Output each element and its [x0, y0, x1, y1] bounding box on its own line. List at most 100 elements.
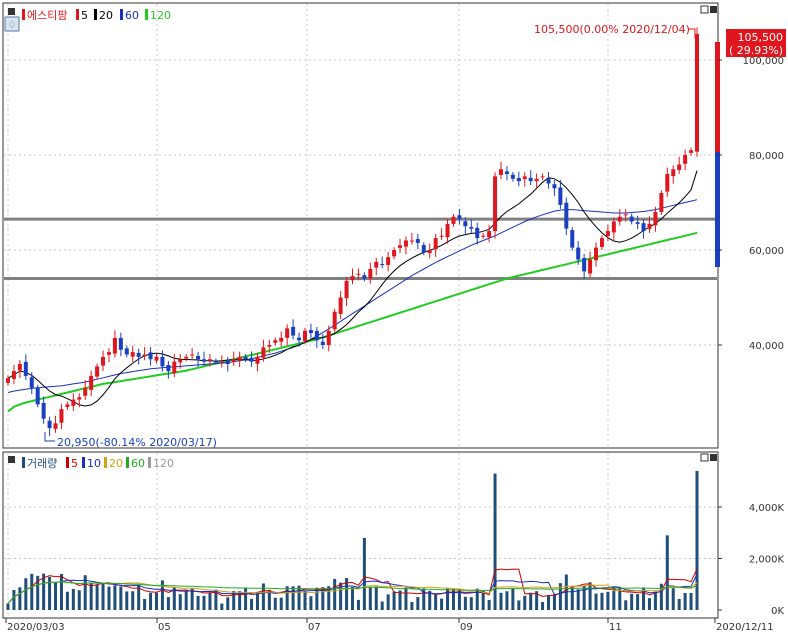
volume-bar: [279, 597, 283, 610]
volume-bar: [612, 587, 616, 610]
candle-body: [451, 216, 456, 224]
volume-bar: [386, 594, 390, 610]
candle-body: [166, 364, 171, 372]
volume-bar: [558, 583, 562, 610]
candle-body: [546, 178, 551, 184]
volume-bar: [255, 592, 259, 610]
candle-body: [463, 221, 468, 227]
price-tick-label: 60,000: [749, 246, 784, 257]
volume-bar: [689, 592, 693, 610]
volume-bar: [618, 587, 622, 610]
current-price-badge: 105,500: [738, 31, 784, 44]
ma120-line: [7, 231, 698, 413]
current-change-badge: ( 29.93%): [729, 44, 783, 57]
volume-bar: [59, 573, 63, 610]
volume-bar: [416, 597, 420, 610]
volume-bar: [160, 580, 164, 610]
candle-body: [255, 356, 260, 364]
volume-bar: [333, 578, 337, 610]
volume-bar: [665, 535, 669, 610]
candle-body: [112, 337, 117, 354]
candle-body: [320, 341, 325, 345]
volume-panel-minimize-icon[interactable]: [700, 453, 709, 462]
volume-bar: [202, 595, 206, 610]
candle-body: [17, 364, 22, 371]
volume-bar: [137, 585, 141, 610]
low-annotation: 20,950(-80.14% 2020/03/17): [57, 436, 217, 449]
candle-body: [101, 356, 106, 366]
candle-body: [695, 33, 699, 152]
price-panel-maximize-icon[interactable]: [710, 6, 717, 13]
candle-body: [362, 275, 367, 279]
volume-bar: [606, 591, 610, 610]
price-panel-minimize-icon[interactable]: [700, 5, 709, 14]
stock-name: 에스티팜: [27, 9, 67, 22]
price-tick-label: 80,000: [749, 151, 784, 162]
price-tick-label: 40,000: [749, 341, 784, 352]
volume-bar: [267, 589, 271, 610]
volume-bar: [582, 585, 586, 610]
ma-legend-5: 5: [81, 9, 88, 22]
candle-body: [677, 164, 682, 170]
candle-body: [249, 357, 254, 362]
candle-body: [308, 330, 313, 334]
candle-body: [386, 257, 391, 265]
candle-body: [196, 355, 201, 360]
candle-body: [623, 214, 628, 216]
settings-icon[interactable]: [4, 16, 20, 32]
candle-body: [594, 247, 599, 261]
volume-bar: [446, 588, 450, 610]
volume-bar: [6, 603, 10, 610]
volume-bar: [125, 591, 129, 610]
candle-body: [261, 347, 266, 358]
candle-body: [59, 409, 64, 423]
candle-body: [142, 354, 147, 357]
volume-legend: 거래량 5 10 20 60 120: [22, 457, 174, 470]
volume-panel-maximize-icon[interactable]: [710, 454, 717, 461]
volume-bar: [303, 590, 307, 610]
volume-bar: [487, 599, 491, 610]
candle-body: [392, 250, 397, 257]
candle-body: [611, 221, 616, 233]
volume-bar: [535, 591, 539, 610]
candle-body: [564, 202, 569, 229]
candle-body: [415, 239, 420, 243]
candle-body: [380, 264, 385, 266]
candle-body: [356, 273, 361, 275]
candle-body: [487, 231, 492, 238]
candle-body: [6, 378, 10, 383]
candle-body: [77, 397, 82, 400]
volume-bar: [71, 588, 75, 610]
volume-bar: [89, 583, 93, 610]
candle-body: [95, 366, 100, 377]
candle-body: [285, 328, 290, 338]
volume-bar: [232, 590, 236, 610]
volume-bar: [119, 586, 123, 610]
volume-bar: [244, 588, 248, 610]
volume-bar: [499, 592, 503, 610]
candle-body: [207, 359, 212, 361]
candle-body: [148, 352, 153, 360]
price-legend-marker: [8, 8, 15, 15]
candle-body: [605, 231, 610, 236]
candle-body: [421, 245, 426, 253]
candle-body: [71, 399, 76, 406]
volume-bar: [552, 594, 556, 610]
candle-body: [83, 387, 88, 396]
candle-body: [89, 375, 94, 390]
volume-bar: [226, 597, 230, 610]
candle-body: [439, 235, 444, 237]
volume-bar: [291, 586, 295, 610]
candle-body: [516, 178, 521, 182]
volume-bar: [677, 599, 681, 610]
candle-body: [481, 235, 486, 237]
volume-bar: [410, 602, 414, 610]
volume-bar: [12, 589, 16, 610]
volume-bar: [285, 586, 289, 610]
volume-bar: [469, 597, 473, 610]
volume-bar: [636, 594, 640, 610]
x-axis: 2020/03/03 05 07 09 11 2020/12/11: [5, 618, 774, 633]
candle-body: [273, 340, 278, 343]
volume-bar: [440, 598, 444, 610]
